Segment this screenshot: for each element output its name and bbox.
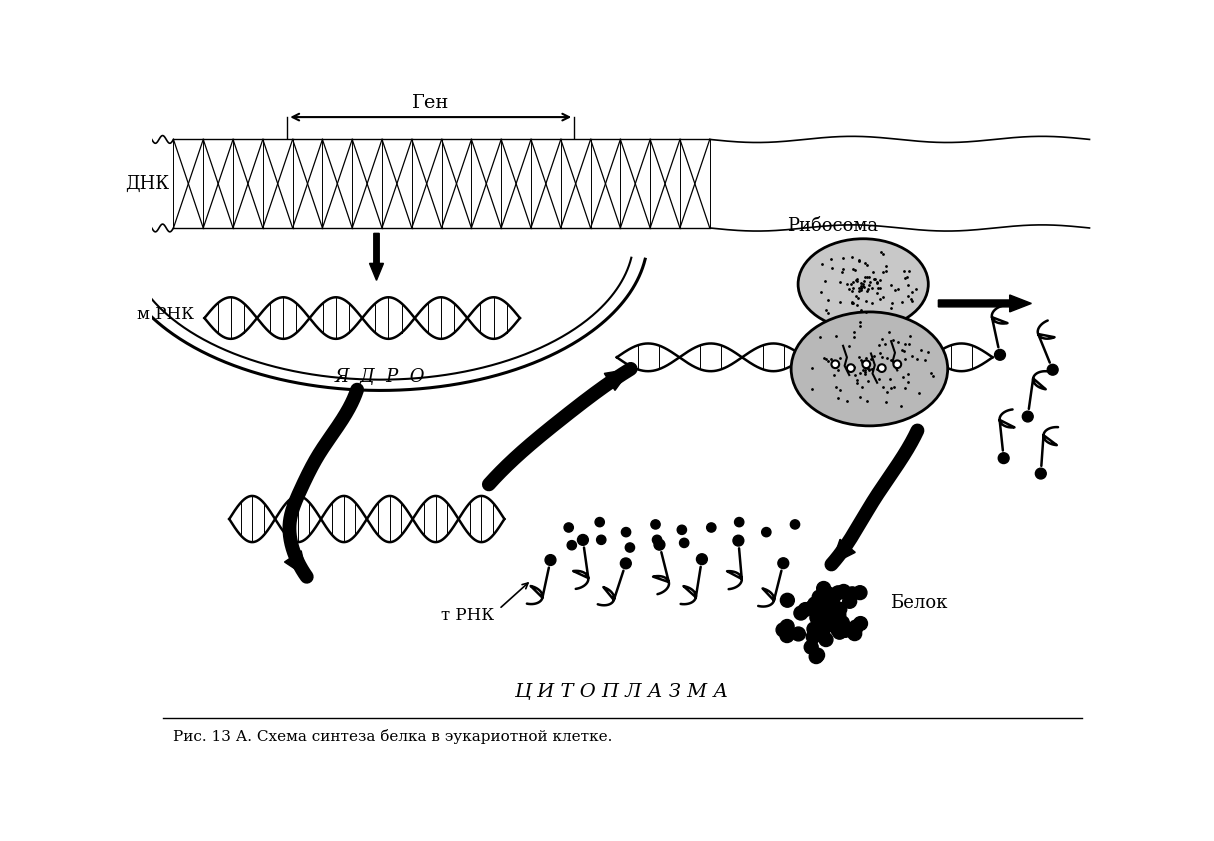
- Circle shape: [697, 553, 708, 564]
- Circle shape: [853, 616, 868, 631]
- Text: Белок: Белок: [890, 594, 947, 612]
- Polygon shape: [832, 539, 856, 564]
- Circle shape: [832, 361, 839, 368]
- Circle shape: [677, 525, 686, 534]
- Circle shape: [1022, 411, 1033, 422]
- Text: ДНК: ДНК: [125, 175, 169, 193]
- Circle shape: [824, 603, 839, 616]
- Circle shape: [817, 606, 830, 620]
- Circle shape: [832, 608, 846, 622]
- Circle shape: [778, 558, 789, 569]
- Circle shape: [794, 606, 807, 620]
- Text: Ген: Ген: [412, 94, 449, 113]
- Circle shape: [595, 517, 605, 526]
- Circle shape: [847, 364, 855, 372]
- Circle shape: [849, 620, 863, 634]
- Text: м РНК: м РНК: [137, 306, 194, 324]
- Circle shape: [816, 616, 830, 630]
- Circle shape: [781, 620, 794, 633]
- Circle shape: [578, 535, 589, 545]
- Circle shape: [792, 627, 805, 641]
- Circle shape: [779, 625, 794, 638]
- Circle shape: [707, 523, 716, 532]
- Text: Я  Д  Р  О: Я Д Р О: [335, 368, 426, 385]
- Text: Рис. 13 А. Схема синтеза белка в эукариотной клетке.: Рис. 13 А. Схема синтеза белка в эукарио…: [174, 728, 613, 743]
- Circle shape: [654, 539, 665, 550]
- Ellipse shape: [798, 239, 929, 330]
- Circle shape: [625, 543, 635, 553]
- Circle shape: [805, 600, 819, 615]
- Circle shape: [817, 622, 830, 636]
- Circle shape: [733, 535, 744, 546]
- Circle shape: [810, 650, 823, 664]
- Circle shape: [817, 602, 832, 616]
- Text: т РНК: т РНК: [441, 606, 494, 624]
- Circle shape: [680, 538, 688, 547]
- Polygon shape: [284, 551, 307, 577]
- Text: Рибосома: Рибосома: [787, 218, 878, 235]
- Circle shape: [813, 621, 828, 634]
- Circle shape: [734, 517, 744, 526]
- Circle shape: [811, 648, 824, 662]
- Circle shape: [781, 594, 794, 607]
- Circle shape: [845, 587, 860, 600]
- Polygon shape: [605, 369, 631, 390]
- Circle shape: [804, 640, 818, 654]
- Circle shape: [596, 535, 606, 544]
- Circle shape: [894, 361, 901, 368]
- Circle shape: [833, 626, 846, 639]
- Circle shape: [826, 592, 840, 606]
- Circle shape: [828, 612, 843, 626]
- Circle shape: [819, 632, 833, 647]
- Circle shape: [836, 584, 851, 598]
- Circle shape: [565, 523, 573, 532]
- Circle shape: [545, 555, 556, 565]
- Circle shape: [821, 609, 834, 622]
- Circle shape: [878, 364, 886, 372]
- Circle shape: [799, 603, 812, 616]
- Circle shape: [817, 581, 830, 595]
- Circle shape: [849, 622, 862, 636]
- Circle shape: [652, 535, 662, 544]
- Circle shape: [822, 587, 836, 601]
- Circle shape: [862, 361, 870, 368]
- Circle shape: [776, 623, 790, 637]
- Circle shape: [812, 607, 827, 621]
- Circle shape: [830, 612, 844, 627]
- Circle shape: [998, 452, 1009, 463]
- Circle shape: [567, 541, 577, 550]
- Circle shape: [1048, 364, 1059, 375]
- Circle shape: [810, 611, 824, 625]
- Circle shape: [847, 627, 862, 641]
- Circle shape: [620, 558, 631, 569]
- Circle shape: [790, 520, 800, 529]
- Circle shape: [622, 527, 631, 537]
- Circle shape: [807, 622, 821, 636]
- Circle shape: [651, 520, 660, 529]
- Circle shape: [815, 605, 828, 618]
- Circle shape: [835, 616, 850, 630]
- Text: Ц И Т О П Л А З М А: Ц И Т О П Л А З М А: [514, 683, 727, 701]
- Circle shape: [781, 629, 794, 643]
- Circle shape: [853, 585, 867, 600]
- Circle shape: [1036, 468, 1046, 479]
- Circle shape: [807, 597, 822, 611]
- Circle shape: [832, 586, 845, 600]
- Circle shape: [828, 605, 843, 618]
- Circle shape: [833, 602, 846, 616]
- Circle shape: [839, 623, 852, 637]
- Circle shape: [816, 595, 829, 608]
- Ellipse shape: [792, 312, 948, 426]
- Circle shape: [994, 349, 1005, 360]
- Circle shape: [813, 613, 827, 627]
- Circle shape: [824, 617, 839, 632]
- Circle shape: [822, 600, 835, 613]
- Polygon shape: [369, 233, 384, 280]
- Circle shape: [830, 622, 845, 636]
- Circle shape: [761, 527, 771, 537]
- Circle shape: [812, 590, 827, 604]
- Circle shape: [843, 595, 857, 608]
- Polygon shape: [938, 295, 1032, 312]
- Circle shape: [806, 630, 821, 643]
